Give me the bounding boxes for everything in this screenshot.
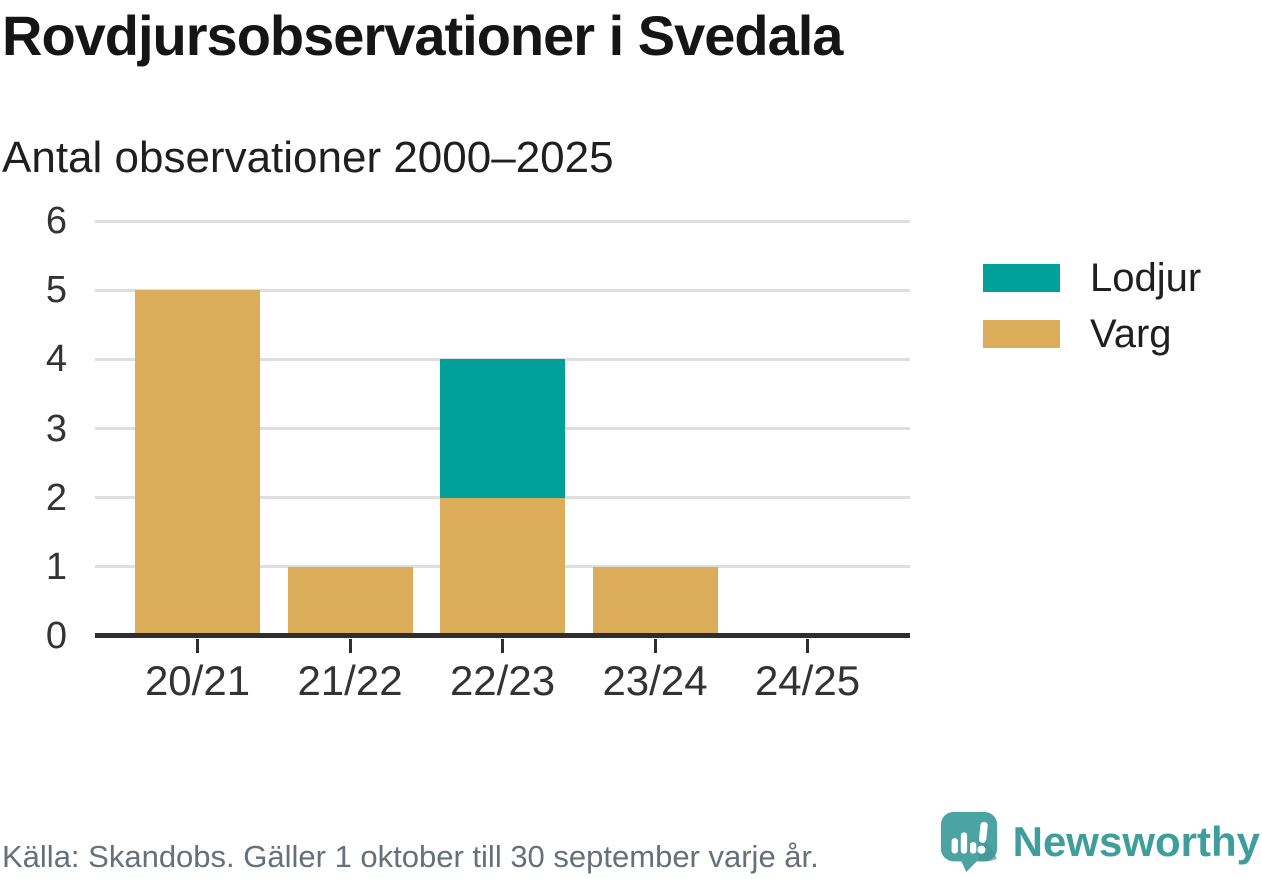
x-tick-label-20-21: 20/21 <box>144 657 251 704</box>
bar-varg-20-21 <box>135 290 260 636</box>
legend-item-lodjur: Lodjur <box>983 258 1201 298</box>
bar-varg-21-22 <box>287 566 413 636</box>
chart-legend: Lodjur Varg <box>983 258 1201 370</box>
bar-varg-22-23 <box>440 497 565 636</box>
x-tick-23-24 <box>653 639 657 653</box>
y-tick-label-4: 4 <box>45 338 67 381</box>
gridline-5 <box>95 288 910 292</box>
y-tick-label-2: 2 <box>45 476 67 519</box>
bar-varg-23-24 <box>592 566 718 636</box>
y-tick-label-1: 1 <box>45 545 67 588</box>
x-axis-labels: 20/21 21/22 22/23 23/24 24/25 <box>95 660 910 710</box>
chart-subtitle: Antal observationer 2000–2025 <box>2 133 614 182</box>
x-tick-20-21 <box>196 639 199 653</box>
plot-area <box>95 219 910 653</box>
x-tick-22-23 <box>501 639 504 653</box>
legend-item-varg: Varg <box>983 314 1201 354</box>
gridline-6 <box>95 219 910 223</box>
y-tick-label-5: 5 <box>45 269 67 312</box>
x-tick-label-23-24: 23/24 <box>602 657 708 704</box>
legend-label-lodjur: Lodjur <box>1090 256 1202 300</box>
x-tick-21-22 <box>348 639 352 653</box>
legend-label-varg: Varg <box>1090 312 1172 356</box>
x-axis-line <box>95 633 910 638</box>
source-note: Källa: Skandobs. Gäller 1 oktober till 3… <box>2 839 819 874</box>
bar-lodjur-22-23 <box>440 359 565 498</box>
y-axis-labels: 0 1 2 3 4 5 6 <box>0 202 67 655</box>
legend-swatch-lodjur <box>983 264 1060 292</box>
x-tick-label-22-23: 22/23 <box>449 657 556 704</box>
newsworthy-logo-icon <box>940 811 997 873</box>
x-tick-label-21-22: 21/22 <box>297 657 403 704</box>
newsworthy-logo: Newsworthy <box>939 809 1260 875</box>
newsworthy-logo-text: Newsworthy <box>1012 818 1260 865</box>
y-tick-label-3: 3 <box>45 407 67 450</box>
y-tick-label-6: 6 <box>45 200 67 242</box>
y-tick-label-0: 0 <box>45 615 67 657</box>
x-tick-label-24-25: 24/25 <box>754 657 861 704</box>
legend-swatch-varg <box>983 320 1060 348</box>
x-tick-24-25 <box>806 639 809 653</box>
page-title: Rovdjursobservationer i Svedala <box>2 4 843 67</box>
